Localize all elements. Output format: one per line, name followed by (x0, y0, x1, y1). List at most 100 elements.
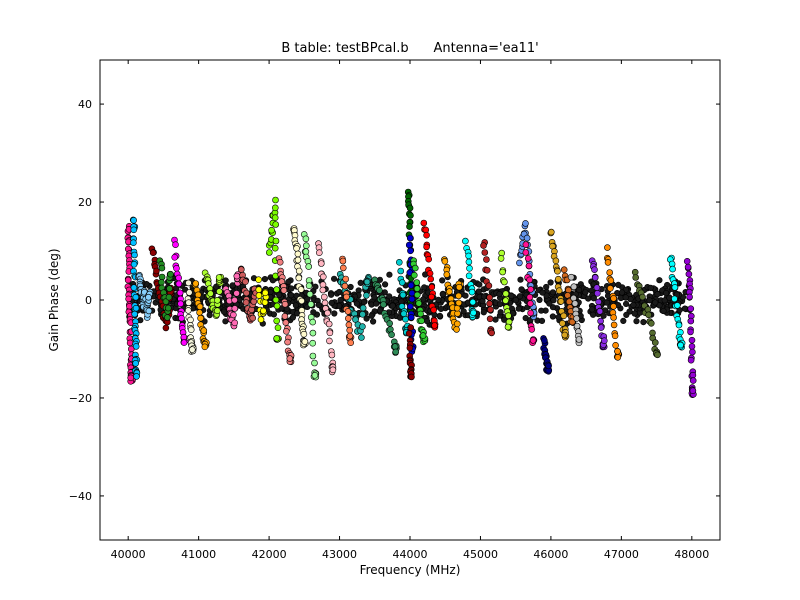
data-point (681, 305, 689, 312)
data-point (504, 323, 512, 331)
data-point (233, 272, 241, 280)
data-point (425, 255, 433, 263)
data-point (273, 286, 280, 293)
data-point (527, 286, 535, 293)
data-point (388, 331, 395, 339)
data-point (271, 204, 279, 212)
data-point (539, 289, 546, 296)
data-point (276, 291, 283, 299)
data-point (386, 320, 394, 327)
data-point (344, 308, 352, 315)
data-point (326, 337, 333, 345)
data-point (538, 317, 546, 325)
data-point (439, 277, 446, 284)
data-point (597, 324, 605, 331)
data-point (231, 319, 238, 327)
data-point (610, 321, 618, 329)
data-point (480, 242, 487, 249)
data-point (455, 283, 463, 291)
data-point (132, 343, 140, 350)
data-point (328, 291, 335, 298)
series-7 (192, 280, 210, 351)
data-point (618, 289, 626, 296)
data-point (512, 297, 519, 304)
data-point (260, 307, 267, 315)
data-point (328, 351, 336, 359)
data-point (405, 330, 413, 337)
data-point (528, 326, 536, 333)
series-18 (339, 255, 355, 347)
data-point (546, 300, 553, 307)
data-point (288, 292, 295, 299)
data-point (545, 362, 552, 370)
data-point (171, 253, 178, 261)
series-31 (522, 241, 538, 347)
series-11 (255, 276, 270, 323)
data-point (216, 288, 223, 295)
data-point (549, 289, 557, 296)
data-point (298, 297, 305, 305)
data-point (603, 299, 611, 306)
data-point (166, 285, 173, 292)
data-point (687, 305, 695, 313)
data-point (470, 309, 477, 317)
data-point (406, 223, 413, 230)
data-point (297, 286, 305, 293)
data-point (233, 289, 240, 297)
data-point (614, 353, 622, 361)
data-point (684, 263, 692, 271)
data-point (389, 302, 396, 309)
data-point (630, 301, 637, 309)
data-point (271, 214, 279, 221)
data-point (499, 268, 506, 276)
series-28 (480, 239, 495, 337)
data-point (651, 339, 659, 346)
data-point (311, 359, 318, 367)
data-point (525, 262, 533, 270)
series-1 (129, 216, 141, 380)
data-point (363, 292, 370, 299)
y-tick-label: −20 (69, 392, 92, 405)
data-point (130, 226, 138, 234)
data-point (261, 289, 269, 297)
data-point (242, 299, 250, 306)
data-point (197, 314, 204, 322)
data-point (406, 234, 414, 242)
data-point (465, 258, 473, 266)
data-point (187, 316, 194, 324)
data-point (497, 255, 505, 262)
series-35 (567, 273, 583, 347)
data-point (435, 296, 442, 304)
data-point (125, 295, 132, 303)
data-point (347, 283, 354, 291)
data-point (543, 283, 550, 291)
data-point (568, 318, 576, 326)
data-point (376, 286, 383, 294)
data-point (571, 300, 579, 307)
data-point (423, 243, 430, 251)
data-point (273, 302, 281, 310)
data-point (541, 337, 548, 344)
data-point (387, 326, 394, 333)
data-point (304, 296, 311, 303)
data-point (421, 284, 428, 291)
y-axis-label: Gain Phase (deg) (47, 248, 61, 351)
data-point (497, 309, 504, 316)
data-point (413, 291, 421, 299)
data-point (292, 302, 300, 309)
data-point (606, 269, 614, 276)
data-point (689, 371, 697, 379)
data-point (180, 339, 188, 346)
data-point (145, 293, 152, 301)
data-point (270, 311, 278, 318)
data-point (410, 271, 418, 279)
data-point (386, 271, 393, 278)
series-5 (171, 236, 189, 346)
series-13 (275, 255, 295, 366)
y-axis: −40 −20 0 20 40 (69, 98, 720, 503)
data-point (359, 310, 366, 318)
data-point (172, 241, 179, 248)
data-point (130, 217, 137, 224)
data-point (261, 276, 269, 283)
data-point (341, 282, 349, 290)
